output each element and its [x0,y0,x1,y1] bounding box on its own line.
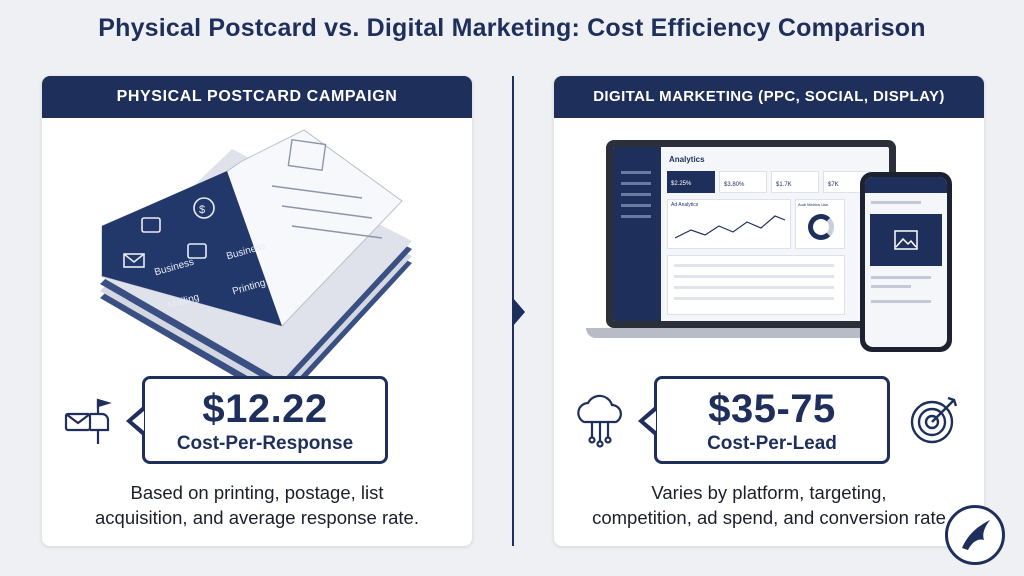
postcard-panel-header: PHYSICAL POSTCARD CAMPAIGN [42,76,472,118]
cloud-network-icon [577,394,622,448]
cost-per-response-label: Cost-Per-Response [176,433,354,454]
donut-chart [808,214,834,240]
digital-panel-header: DIGITAL MARKETING (PPC, SOCIAL, DISPLAY) [554,76,984,118]
postcard-caption-line-2: acquisition, and average response rate. [95,507,419,528]
postcard-panel: PHYSICAL POSTCARD CAMPAIGN $ Business [42,76,472,546]
postcard-caption: Based on printing, postage, list acquisi… [42,480,472,530]
postcard-caption-line-1: Based on printing, postage, list [130,482,384,503]
phone-illustration [860,172,952,352]
target-icon [910,396,958,444]
dashboard-table [667,255,845,315]
kpi-card: $3.80% [719,171,767,193]
mailbox-icon [64,398,112,444]
laptop-illustration: Analytics $2.25% $3.80% $1.7K $7K Ad Ana… [586,140,916,340]
digital-panel: DIGITAL MARKETING (PPC, SOCIAL, DISPLAY)… [554,76,984,546]
kpi-card: $2.25% [667,171,715,193]
cost-per-lead-label: Cost-Per-Lead [707,433,837,454]
phone-image-placeholder [870,214,942,266]
dashboard-title: Analytics [669,155,705,164]
divider-arrow-icon [513,298,525,326]
line-chart [674,215,786,239]
dashboard-sidebar [613,147,661,321]
cost-per-response-value: $12.22 [202,387,328,431]
dashboard-kpi-row: $2.25% $3.80% $1.7K $7K [667,171,871,193]
digital-caption-line-2: competition, ad spend, and conversion ra… [592,507,946,528]
postcard-stack-illustration: $ [100,129,412,376]
line-chart-title: Ad Analytics [671,202,699,208]
cost-per-lead-callout: $35-75 Cost-Per-Lead [638,376,890,464]
laptop-screen: Analytics $2.25% $3.80% $1.7K $7K Ad Ana… [606,140,896,328]
digital-caption: Varies by platform, targeting, competiti… [554,480,984,530]
cost-per-response-callout: $12.22 Cost-Per-Response [126,376,388,464]
line-chart-card: Ad Analytics [667,199,791,249]
kpi-card: $1.7K [771,171,819,193]
bird-logo-icon [962,520,990,550]
image-icon [894,230,918,250]
laptop-base [586,328,916,338]
page-title: Physical Postcard vs. Digital Marketing:… [98,14,926,42]
svg-text:$: $ [199,204,205,216]
brand-logo [945,505,1005,565]
digital-caption-line-1: Varies by platform, targeting, [651,482,887,503]
cost-per-lead-value: $35-75 [708,387,836,431]
donut-title: Audi Metrics Use [798,202,829,207]
donut-card: Audi Metrics Use [795,199,845,249]
